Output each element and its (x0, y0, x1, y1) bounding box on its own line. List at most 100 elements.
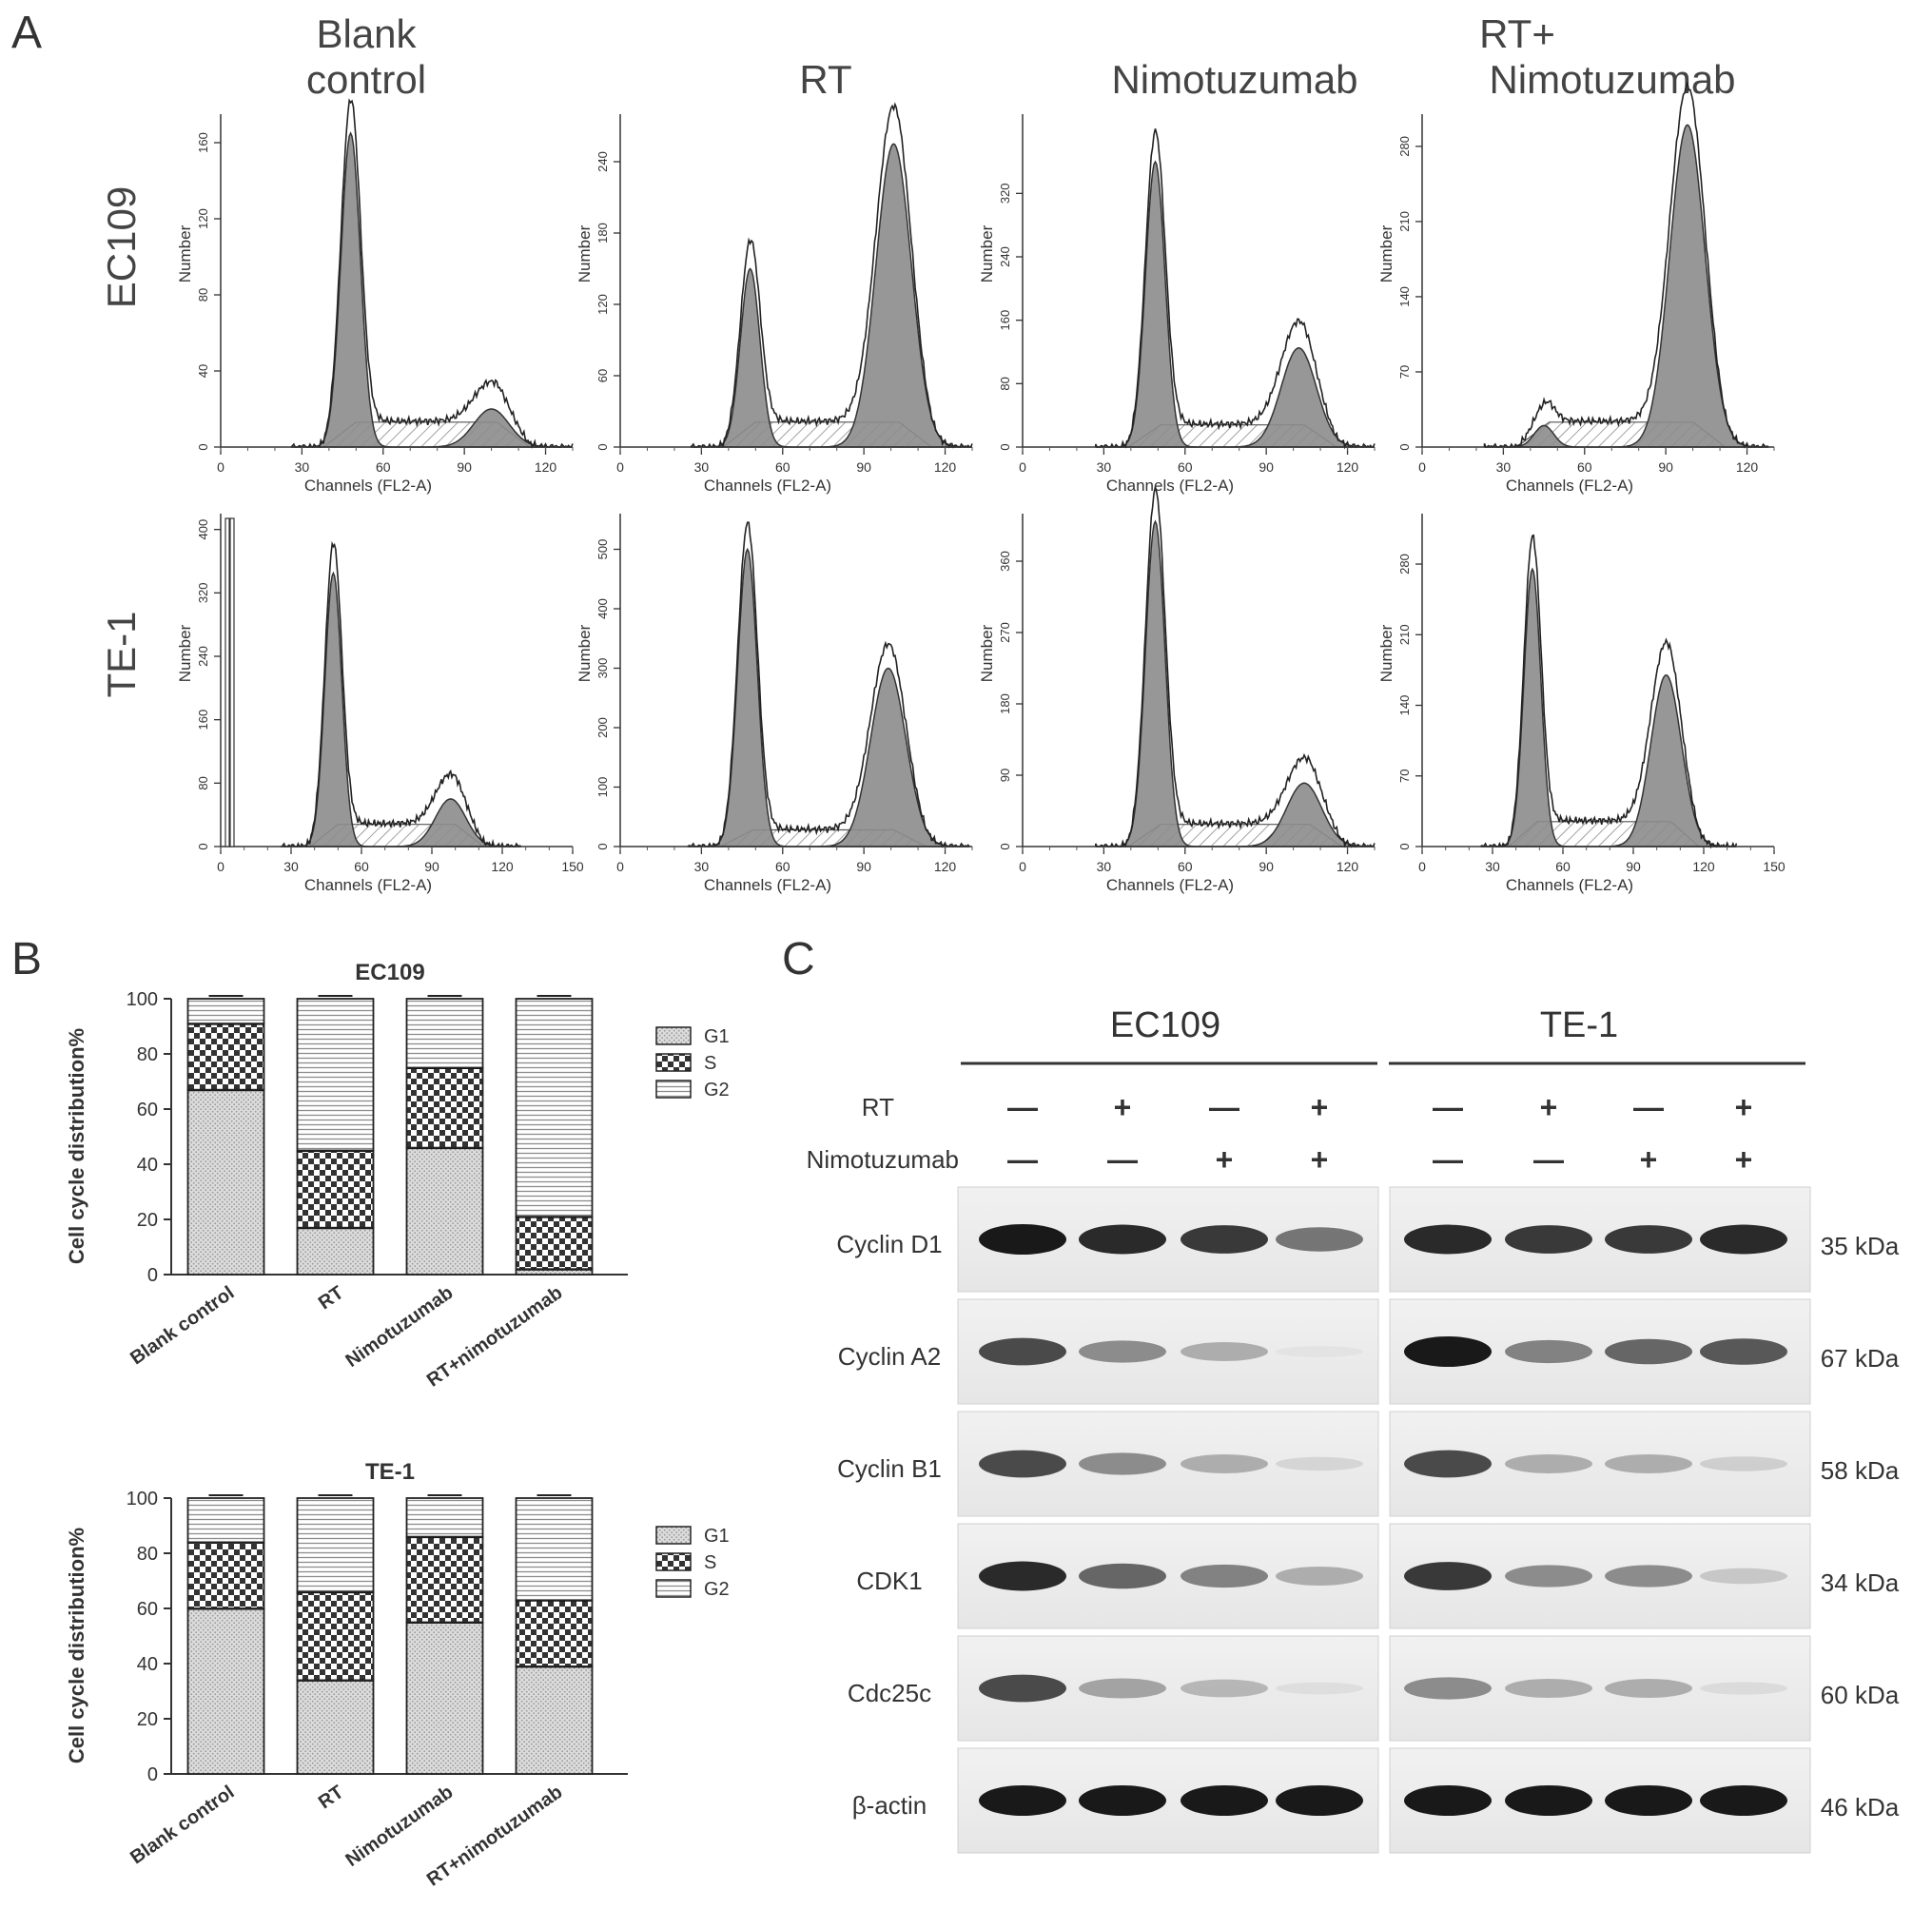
blot-condition-mark: + (1735, 1090, 1753, 1124)
column-header-2-line2: RT (799, 57, 851, 102)
histogram-y-tick-label: 240 (595, 151, 610, 172)
blot-condition-mark: + (1114, 1090, 1132, 1124)
legend-swatch-s (655, 1053, 692, 1072)
histogram-y-tick-label: 80 (998, 377, 1012, 390)
blot-size-label: 35 kDa (1821, 1232, 1900, 1260)
histogram-x-tick-label: 120 (1337, 859, 1359, 874)
histogram-x-tick-label: 90 (1259, 459, 1274, 475)
blot-header-te-1: TE-1 (1540, 1005, 1618, 1045)
blot-condition-mark: — (1433, 1142, 1463, 1177)
blot-condition-mark: + (1735, 1142, 1753, 1177)
histogram-y-tick-label: 320 (196, 582, 210, 603)
blot-band (1605, 1679, 1692, 1698)
histogram-y-axis-label: Number (1377, 624, 1395, 682)
blot-row-3: Cyclin B1 58 kDa (837, 1411, 1900, 1517)
histogram-g1-g2-peaks (1095, 160, 1375, 448)
blot-band (1276, 1682, 1363, 1695)
blot-band (1404, 1562, 1492, 1590)
blot-condition-mark: — (1533, 1142, 1564, 1177)
histogram-x-tick-label: 120 (934, 459, 957, 475)
bar-segment-g1 (186, 1088, 265, 1276)
histogram-outline (280, 540, 522, 848)
flow-cytometry-histograms: 0 30 60 90 120 0 40 80 120 160 Channels (FL2-A) Num… (176, 81, 1786, 894)
bar-segment-g1 (186, 1607, 265, 1775)
blot-band (979, 1561, 1066, 1591)
bar-segment-g2 (405, 1497, 484, 1538)
blot-header-ec109: EC109 (1110, 1005, 1220, 1045)
histogram-4: 0 30 60 90 120 0 70 140 210 280 Channels (FL2-A) Nu… (1377, 81, 1775, 495)
blot-band (1700, 1224, 1787, 1255)
histogram-g1-g2-peaks (291, 131, 573, 448)
bar-chart-y-axis-label: Cell cycle distribution% (65, 1028, 88, 1264)
blot-band (1079, 1785, 1166, 1816)
histogram-x-tick-label: 90 (856, 859, 871, 874)
panel-a-column-headers: Blank control RT Nimotuzumab RT+ Nimotuz… (306, 11, 1736, 102)
bar-chart-y-tick-label: 40 (137, 1155, 158, 1176)
blot-row-5: Cdc25c 60 kDa (848, 1635, 1900, 1742)
histogram-x-tick-label: 120 (1736, 459, 1759, 475)
bar-chart-category-label: Blank control (127, 1782, 238, 1868)
blot-band (1700, 1456, 1787, 1471)
histogram-y-tick-label: 0 (998, 843, 1012, 849)
bar-segment-g2 (296, 1497, 375, 1593)
blot-band (1181, 1225, 1268, 1254)
histogram-y-tick-label: 100 (595, 777, 610, 798)
histogram-7: 0 30 60 90 120 0 90 180 270 360 Channels (FL2-A) Nu… (978, 486, 1376, 894)
bar-chart-title: EC109 (355, 960, 424, 985)
histogram-y-tick-label: 160 (196, 132, 210, 153)
histogram-x-axis-label: Channels (FL2-A) (304, 477, 432, 495)
histogram-x-tick-label: 30 (1097, 859, 1112, 874)
blot-protein-label: Cdc25c (848, 1679, 931, 1707)
blot-band (1700, 1338, 1787, 1365)
blot-condition-mark: — (1209, 1090, 1239, 1124)
histogram-1: 0 30 60 90 120 0 40 80 120 160 Channels (FL2-A) Num… (176, 98, 574, 495)
histogram-y-tick-label: 320 (998, 183, 1012, 204)
bar-segment-g2 (515, 998, 594, 1218)
histogram-debris-spike (224, 517, 235, 847)
histogram-y-tick-label: 120 (595, 294, 610, 315)
blot-band (1605, 1338, 1692, 1365)
histogram-8: 0 30 60 90 120 150 0 70 140 210 280 Channels (FL2-A… (1377, 514, 1786, 894)
histogram-x-tick-label: 90 (457, 459, 472, 475)
blot-band (1605, 1454, 1692, 1473)
histogram-x-tick-label: 120 (535, 459, 557, 475)
histogram-2: 0 30 60 90 120 0 60 120 180 240 Channels (FL2-A) Nu… (576, 102, 973, 495)
histogram-y-tick-label: 360 (998, 551, 1012, 572)
bar-segment-g1 (405, 1146, 484, 1276)
bar-chart-y-tick-label: 60 (137, 1599, 158, 1620)
histogram-x-tick-label: 0 (1019, 459, 1026, 475)
histogram-y-axis-label: Number (576, 224, 594, 282)
bar-chart-y-tick-label: 100 (127, 1489, 158, 1510)
bar-chart-ec109: EC109 0 20 40 60 80 100 Cell cycle distribution… (65, 960, 730, 1392)
bar-segment-g2 (515, 1497, 594, 1602)
histogram-y-tick-label: 160 (998, 310, 1012, 331)
histogram-y-tick-label: 270 (998, 622, 1012, 643)
blot-condition-mark: — (1433, 1090, 1463, 1124)
histogram-x-tick-label: 90 (1658, 459, 1673, 475)
histogram-x-tick-label: 60 (354, 859, 369, 874)
histogram-x-tick-label: 0 (217, 459, 224, 475)
legend-swatch-g1 (655, 1026, 692, 1045)
histogram-x-tick-label: 0 (1418, 459, 1426, 475)
legend-swatch-g2 (655, 1080, 692, 1099)
blot-band (1505, 1339, 1592, 1364)
histogram-y-tick-label: 90 (998, 769, 1012, 782)
histogram-x-tick-label: 0 (616, 459, 624, 475)
histogram-y-tick-label: 140 (1397, 695, 1412, 716)
histogram-outline (687, 521, 970, 848)
bar-segment-s (296, 1590, 375, 1682)
legend-label-s: S (704, 1053, 716, 1074)
legend-label-g2: G2 (704, 1080, 730, 1101)
bar-chart-te-1: TE-1 0 20 40 60 80 100 Cell cycle distribution%… (65, 1459, 730, 1891)
blot-band (1276, 1346, 1363, 1357)
bar-chart-title: TE-1 (365, 1459, 415, 1485)
histogram-y-tick-label: 0 (196, 443, 210, 450)
bar-segment-g2 (296, 998, 375, 1152)
histogram-x-tick-label: 30 (1496, 459, 1512, 475)
histogram-y-tick-label: 280 (1397, 554, 1412, 575)
blot-band (1181, 1342, 1268, 1361)
histogram-x-tick-label: 120 (934, 859, 957, 874)
blot-band (1505, 1679, 1592, 1698)
blot-protein-label: Cyclin D1 (836, 1230, 942, 1258)
